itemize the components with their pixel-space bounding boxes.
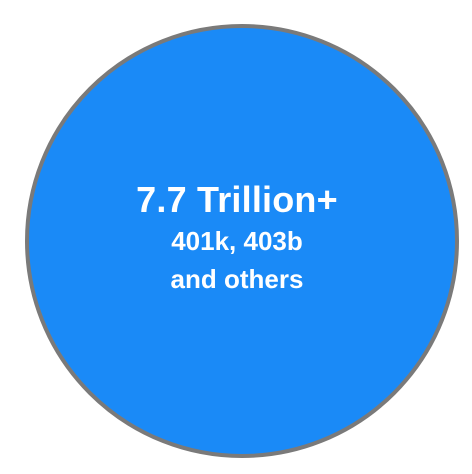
- bubble-line-1: 401k, 403b: [171, 226, 303, 256]
- bubble-line-2: and others: [170, 264, 304, 294]
- bubble-headline: 7.7 Trillion+: [136, 179, 338, 220]
- bubble-text: 7.7 Trillion+ 401k, 403b and others: [136, 178, 338, 298]
- value-bubble: 7.7 Trillion+ 401k, 403b and others: [25, 24, 459, 458]
